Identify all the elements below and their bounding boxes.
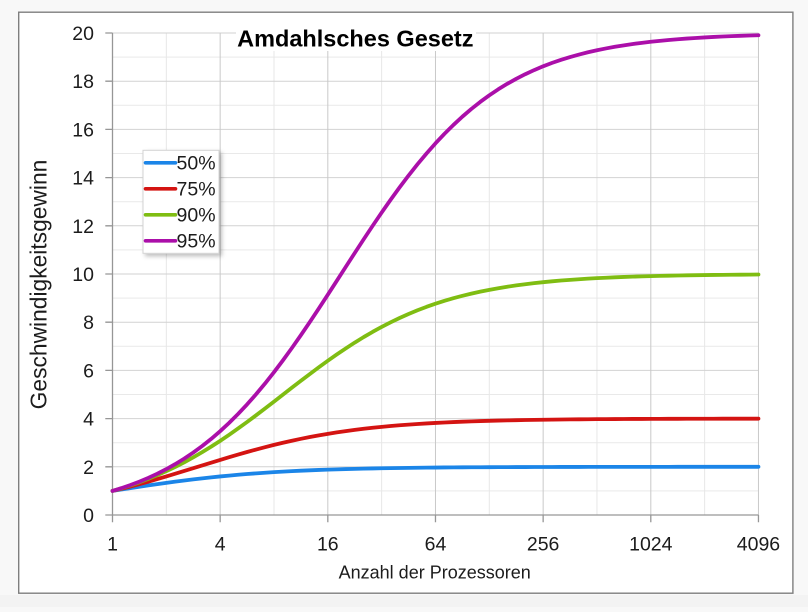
svg-text:1024: 1024 bbox=[629, 534, 673, 556]
svg-text:95%: 95% bbox=[177, 231, 216, 253]
svg-text:64: 64 bbox=[425, 534, 447, 556]
svg-text:10: 10 bbox=[72, 264, 94, 286]
svg-text:4: 4 bbox=[83, 409, 94, 431]
svg-text:2: 2 bbox=[83, 457, 94, 479]
svg-text:4096: 4096 bbox=[737, 534, 780, 556]
svg-text:Anzahl der Prozessoren: Anzahl der Prozessoren bbox=[339, 563, 531, 583]
svg-text:90%: 90% bbox=[177, 205, 216, 227]
svg-text:Amdahlsches Gesetz: Amdahlsches Gesetz bbox=[237, 26, 473, 52]
svg-text:50%: 50% bbox=[177, 153, 216, 175]
svg-text:16: 16 bbox=[317, 534, 339, 556]
svg-text:4: 4 bbox=[215, 534, 226, 556]
svg-text:1: 1 bbox=[107, 534, 118, 556]
svg-text:18: 18 bbox=[72, 71, 94, 93]
svg-text:6: 6 bbox=[83, 360, 94, 382]
svg-text:Geschwindigkeitsgewinn: Geschwindigkeitsgewinn bbox=[26, 160, 52, 410]
svg-text:14: 14 bbox=[72, 168, 94, 190]
svg-text:256: 256 bbox=[527, 534, 560, 556]
svg-text:8: 8 bbox=[83, 312, 94, 334]
svg-text:75%: 75% bbox=[177, 179, 216, 201]
svg-text:0: 0 bbox=[83, 505, 94, 527]
svg-text:12: 12 bbox=[72, 216, 94, 238]
svg-text:20: 20 bbox=[72, 23, 94, 45]
svg-text:16: 16 bbox=[72, 119, 94, 141]
